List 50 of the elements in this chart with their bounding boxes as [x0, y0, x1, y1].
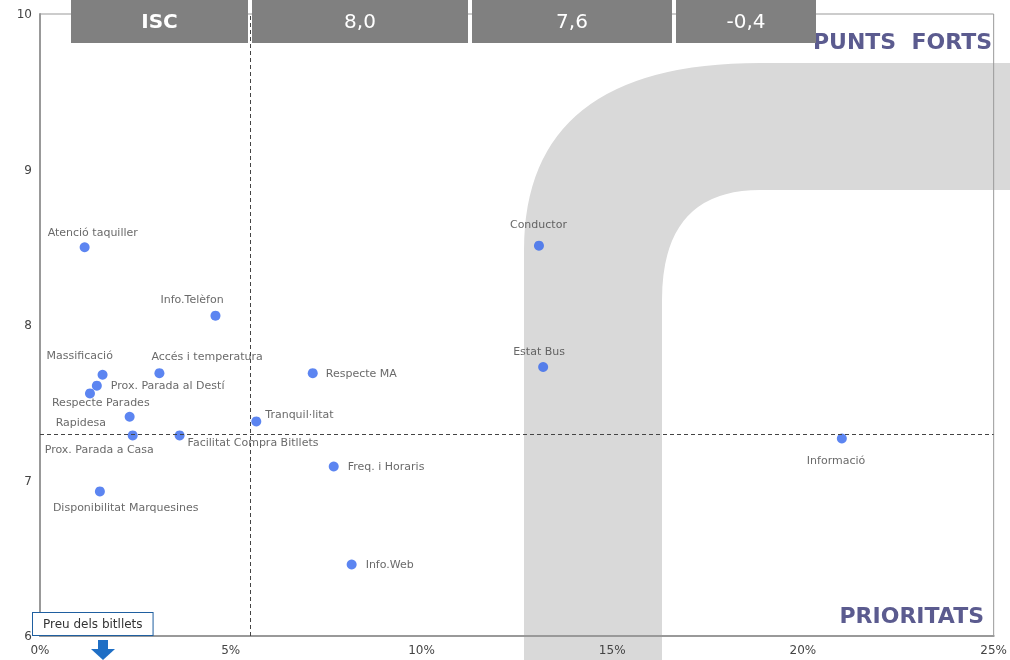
y-tick-label: 8	[24, 318, 32, 332]
x-tick-label: 20%	[789, 643, 817, 657]
point	[307, 368, 318, 379]
point	[79, 242, 90, 253]
point	[836, 433, 847, 444]
header-cell: 7,6	[472, 0, 672, 43]
annotation: Prox. Parada a Casa	[44, 442, 154, 456]
point	[210, 310, 221, 321]
x-tick-label: 15%	[598, 643, 626, 657]
header-cell: ISC	[71, 0, 248, 43]
point	[538, 361, 549, 372]
annotation: Informació	[806, 454, 866, 468]
point	[127, 430, 138, 441]
annotation: Rapidesa	[55, 416, 107, 430]
header-cell: 8,0	[252, 0, 468, 43]
annotation: Estat Bus	[513, 345, 566, 359]
x-tick-label: 25%	[980, 643, 1007, 657]
point	[328, 461, 339, 472]
annotation: Respecte MA	[325, 366, 398, 380]
y-tick-label: 10	[16, 7, 32, 21]
annotation: Massificació	[46, 349, 114, 363]
annotation: Conductor	[509, 218, 568, 232]
annotation: Prox. Parada al Destí	[110, 379, 226, 393]
annotation: Respecte Parades	[51, 395, 150, 409]
point	[251, 416, 262, 427]
annotation: Disponibilitat Marquesines	[52, 500, 199, 514]
point	[91, 380, 102, 391]
point	[154, 368, 165, 379]
annotation: Preu dels bitllets	[43, 617, 143, 631]
header-cell: -0,4	[676, 0, 816, 43]
point	[94, 486, 105, 497]
annotation: PRIORITATS	[839, 602, 984, 628]
annotation: Info.Telèfon	[160, 293, 224, 307]
annotation: Info.Web	[365, 557, 414, 571]
point	[124, 411, 135, 422]
point	[533, 240, 544, 251]
annotation: Accés i temperatura	[151, 349, 263, 363]
x-tick-label: 10%	[408, 643, 435, 657]
point	[97, 369, 108, 380]
annotation: Atenció taquiller	[47, 225, 139, 239]
point	[84, 388, 95, 399]
annotation: Tranquil·litat	[264, 407, 335, 421]
annotation: Freq. i Horaris	[347, 460, 425, 474]
y-tick-label: 9	[24, 162, 32, 177]
y-tick-label: 7	[24, 473, 32, 488]
x-tick-label: 5%	[221, 643, 241, 657]
x-tick-label: 0%	[30, 643, 50, 657]
y-tick-label: 6	[24, 629, 32, 643]
point	[346, 559, 357, 570]
annotation: Facilitat Compra Bitllets	[187, 435, 319, 449]
